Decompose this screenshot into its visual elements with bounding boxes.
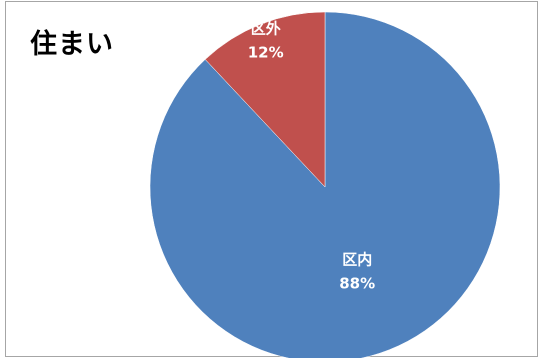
slice-percent-label-0: 88% <box>339 274 375 292</box>
slice-category-label-0: 区内 <box>342 250 372 268</box>
slice-category-label-1: 区外 <box>251 19 281 37</box>
slice-percent-label-1: 12% <box>248 43 284 61</box>
chart-area: 住まい 区内 88% 区外 12% <box>5 1 538 358</box>
pie-slice-0 <box>149 11 501 358</box>
pie-labels: 区内 88% 区外 12% <box>248 19 375 292</box>
pie-slices <box>149 11 501 358</box>
pie-slice-1 <box>204 11 326 188</box>
pie-chart: 区内 88% 区外 12% <box>149 11 501 358</box>
chart-title: 住まい <box>30 29 114 60</box>
